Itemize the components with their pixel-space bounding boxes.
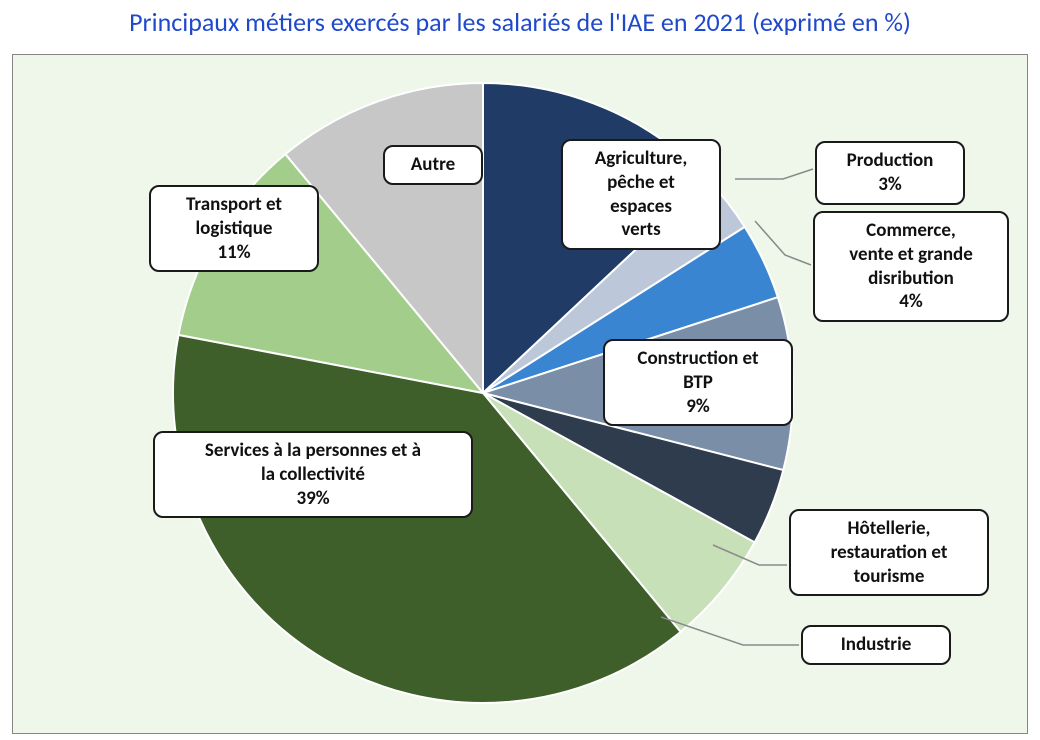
pie-container: Agriculture,pêche etespacesverts Producti… (13, 55, 1029, 735)
chart-title: Principaux métiers exercés par les salar… (0, 6, 1040, 38)
label-industrie: Industrie (801, 625, 951, 665)
leader-production (735, 169, 813, 179)
label-construction: Construction etBTP9% (603, 339, 793, 426)
label-services: Services à la personnes et àla collectiv… (153, 431, 473, 518)
leader-commerce (755, 221, 811, 265)
label-autre: Autre (383, 145, 483, 185)
label-hotellerie: Hôtellerie,restauration ettourisme (789, 509, 989, 596)
label-transport: Transport etlogistique11% (149, 185, 319, 272)
label-production: Production3% (815, 141, 965, 205)
label-agriculture: Agriculture,pêche etespacesverts (561, 139, 721, 250)
chart-frame: Agriculture,pêche etespacesverts Producti… (12, 54, 1028, 734)
label-commerce: Commerce,vente et grandedisribution4% (813, 211, 1009, 322)
